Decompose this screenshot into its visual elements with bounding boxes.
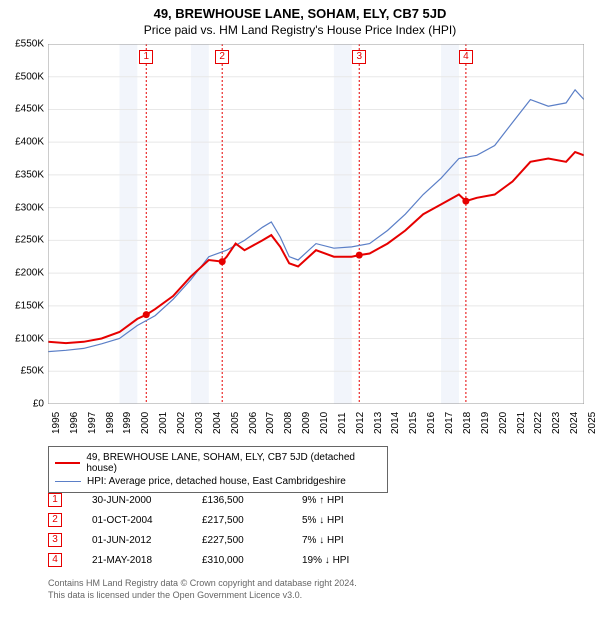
transaction-price: £136,500 [202,495,302,506]
y-tick-label: £500K [0,71,44,82]
x-tick-label: 1998 [105,412,116,434]
transaction-diff: 5% ↓ HPI [302,515,392,526]
transaction-date: 01-OCT-2004 [92,515,202,526]
chart-subtitle: Price paid vs. HM Land Registry's House … [0,21,600,37]
legend-label-2: HPI: Average price, detached house, East… [87,476,346,487]
x-tick-label: 2012 [355,412,366,434]
footnote-line-2: This data is licensed under the Open Gov… [48,590,357,602]
transaction-num-box: 1 [48,493,62,507]
x-tick-label: 1996 [69,412,80,434]
legend-swatch-2 [55,481,81,482]
x-tick-label: 1997 [87,412,98,434]
x-tick-label: 2008 [283,412,294,434]
chart-title: 49, BREWHOUSE LANE, SOHAM, ELY, CB7 5JD [0,0,600,21]
x-tick-label: 2004 [212,412,223,434]
y-tick-label: £150K [0,300,44,311]
y-tick-label: £50K [0,366,44,377]
plot-svg [48,44,584,404]
x-tick-label: 2020 [498,412,509,434]
transaction-date: 21-MAY-2018 [92,555,202,566]
transaction-marker: 2 [215,50,229,64]
transaction-price: £227,500 [202,535,302,546]
y-tick-label: £550K [0,39,44,50]
x-tick-label: 2025 [587,412,598,434]
transaction-row: 2 01-OCT-2004£217,5005% ↓ HPI [48,510,392,530]
transaction-date: 30-JUN-2000 [92,495,202,506]
transaction-table: 1 30-JUN-2000£136,5009% ↑ HPI 2 01-OCT-2004… [48,490,392,570]
x-tick-label: 2006 [248,412,259,434]
x-tick-label: 2007 [265,412,276,434]
x-tick-label: 2024 [569,412,580,434]
transaction-marker: 1 [139,50,153,64]
footnote: Contains HM Land Registry data © Crown c… [48,578,357,601]
transaction-row: 4 21-MAY-2018£310,00019% ↓ HPI [48,550,392,570]
x-tick-label: 2013 [373,412,384,434]
transaction-diff: 7% ↓ HPI [302,535,392,546]
x-tick-label: 1999 [122,412,133,434]
x-tick-label: 2009 [301,412,312,434]
legend-label-1: 49, BREWHOUSE LANE, SOHAM, ELY, CB7 5JD … [86,452,381,474]
x-tick-label: 2010 [319,412,330,434]
transaction-diff: 9% ↑ HPI [302,495,392,506]
y-tick-label: £450K [0,104,44,115]
legend-box: 49, BREWHOUSE LANE, SOHAM, ELY, CB7 5JD … [48,446,388,493]
x-tick-label: 2019 [480,412,491,434]
x-tick-label: 2014 [390,412,401,434]
legend-swatch-1 [55,462,80,464]
transaction-marker: 4 [459,50,473,64]
y-tick-label: £300K [0,202,44,213]
y-tick-label: £0 [0,399,44,410]
chart-area [48,44,584,404]
transaction-row: 3 01-JUN-2012£227,5007% ↓ HPI [48,530,392,550]
legend-row-2: HPI: Average price, detached house, East… [55,475,381,488]
x-tick-label: 2021 [516,412,527,434]
y-tick-label: £350K [0,169,44,180]
footnote-line-1: Contains HM Land Registry data © Crown c… [48,578,357,590]
x-tick-label: 2003 [194,412,205,434]
x-tick-label: 2023 [551,412,562,434]
y-tick-label: £250K [0,235,44,246]
transaction-price: £310,000 [202,555,302,566]
transaction-date: 01-JUN-2012 [92,535,202,546]
x-tick-label: 2000 [140,412,151,434]
x-tick-label: 2022 [533,412,544,434]
x-tick-label: 2017 [444,412,455,434]
x-tick-label: 2011 [337,412,348,434]
transaction-num-box: 4 [48,553,62,567]
x-tick-label: 2002 [176,412,187,434]
transaction-diff: 19% ↓ HPI [302,555,392,566]
transaction-num-box: 2 [48,513,62,527]
x-tick-label: 2018 [462,412,473,434]
x-tick-label: 2001 [158,412,169,434]
y-tick-label: £100K [0,333,44,344]
transaction-marker: 3 [352,50,366,64]
transaction-num-box: 3 [48,533,62,547]
transaction-price: £217,500 [202,515,302,526]
x-tick-label: 1995 [51,412,62,434]
y-tick-label: £400K [0,137,44,148]
legend-row-1: 49, BREWHOUSE LANE, SOHAM, ELY, CB7 5JD … [55,451,381,475]
y-tick-label: £200K [0,268,44,279]
transaction-row: 1 30-JUN-2000£136,5009% ↑ HPI [48,490,392,510]
x-tick-label: 2015 [408,412,419,434]
x-tick-label: 2005 [230,412,241,434]
x-tick-label: 2016 [426,412,437,434]
